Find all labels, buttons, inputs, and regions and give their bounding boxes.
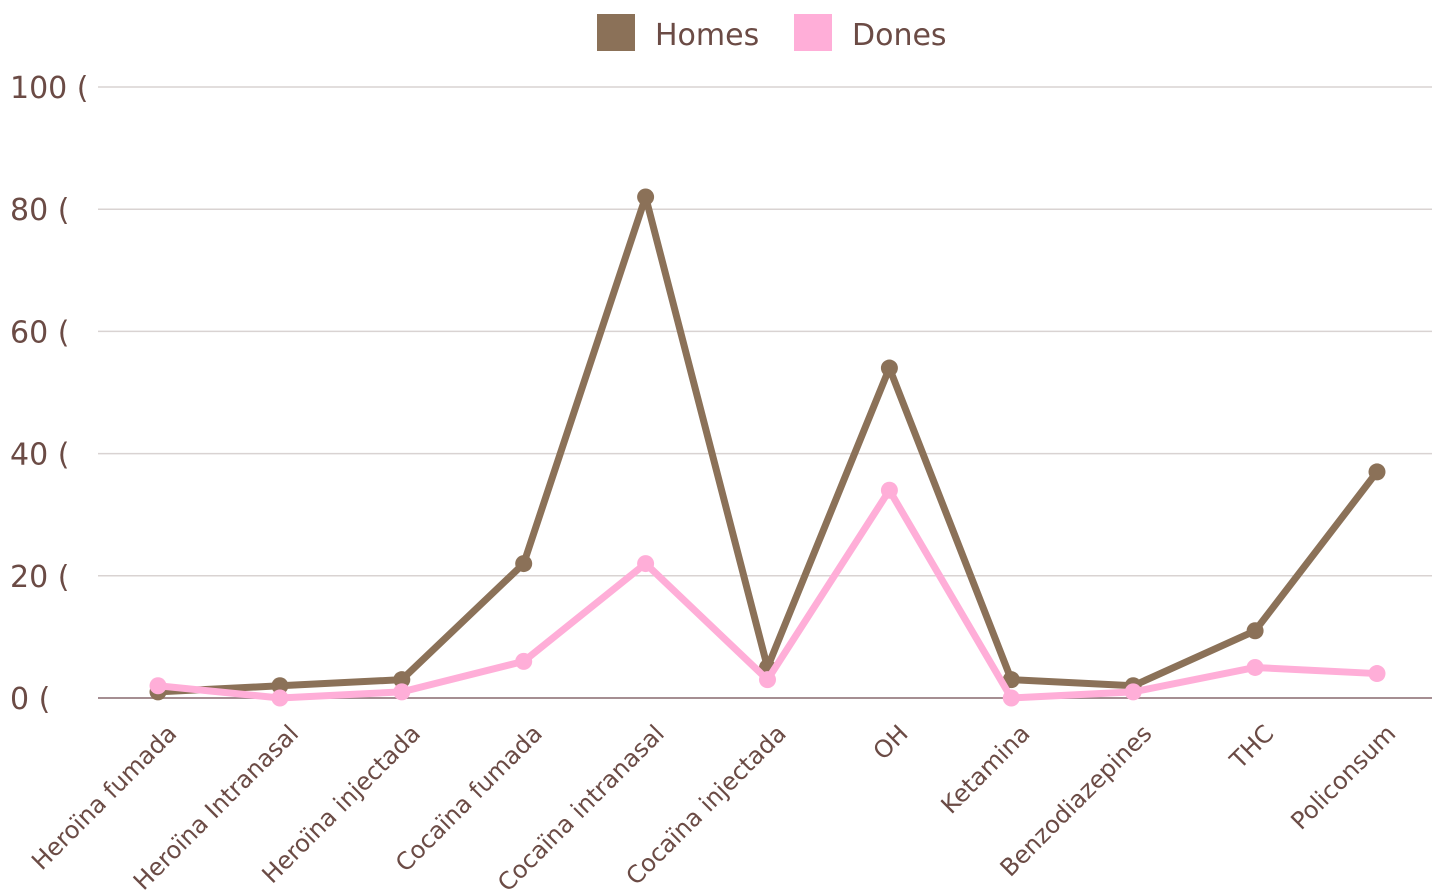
y-tick-label: 20 ( [10, 560, 69, 595]
data-point [515, 652, 533, 670]
data-point [759, 671, 776, 689]
data-point [1246, 622, 1264, 640]
data-point [637, 188, 655, 206]
y-tick-label: 0 ( [10, 682, 50, 717]
data-point [1002, 689, 1020, 707]
legend-swatch-dones [794, 14, 832, 51]
series-homes [149, 188, 1386, 701]
legend-swatch-homes [597, 14, 635, 51]
y-tick-label: 80 ( [10, 193, 69, 228]
y-tick-label: 60 ( [10, 315, 69, 350]
data-point [271, 677, 289, 695]
data-point [515, 555, 533, 573]
data-point [880, 481, 898, 499]
y-tick-label: 100 ( [10, 71, 89, 106]
legend-label-homes: Homes [655, 18, 759, 53]
x-tick-label: Policonsum [1285, 719, 1401, 835]
data-point [149, 677, 167, 695]
data-point [271, 689, 289, 707]
data-point [393, 683, 411, 701]
data-point [1124, 683, 1142, 701]
data-point [880, 359, 898, 377]
x-tick-label: THC [1224, 719, 1279, 774]
series-layer [149, 188, 1386, 707]
data-point [393, 671, 411, 689]
data-point [637, 555, 655, 573]
data-point [1246, 658, 1264, 676]
grid [98, 86, 1432, 699]
data-point [1368, 463, 1386, 481]
series-line [154, 193, 1381, 696]
series-dones [149, 481, 1386, 707]
x-tick-label: Ketamina [936, 719, 1036, 819]
data-point [1368, 665, 1386, 683]
legend-label-dones: Dones [852, 18, 947, 53]
x-tick-label: OH [868, 719, 914, 765]
y-tick-label: 40 ( [10, 438, 69, 473]
y-axis-ticks: 0 ( 20 ( 40 ( 60 ( 80 ( 100 ( [10, 71, 89, 717]
legend: Homes Dones [597, 14, 947, 53]
